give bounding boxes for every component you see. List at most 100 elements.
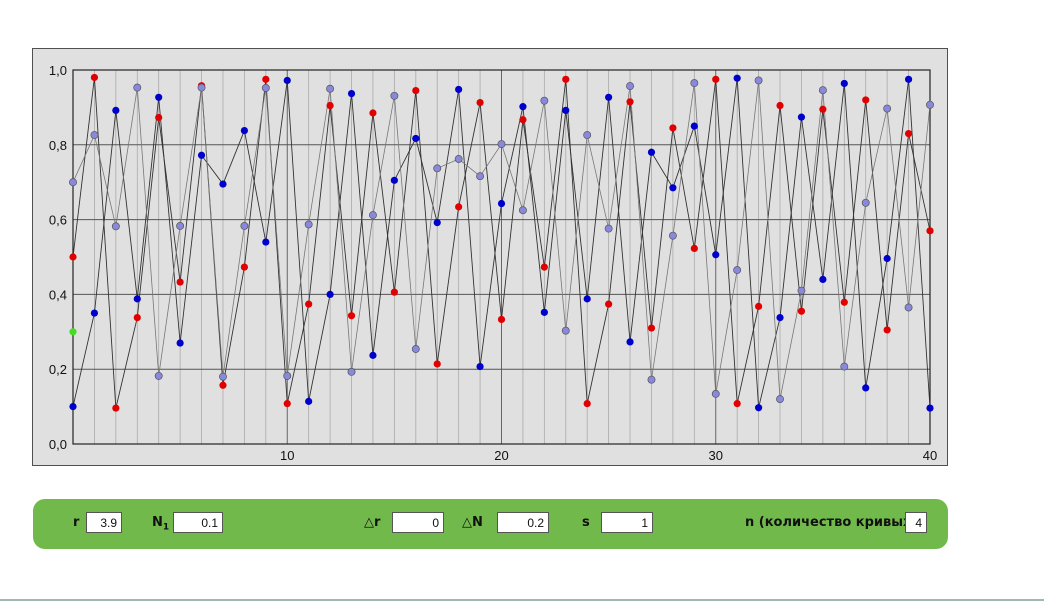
data-point-light [347, 367, 356, 376]
data-point-blue [755, 404, 763, 412]
data-point-light [176, 222, 185, 230]
y-tick-label: 1,0 [49, 63, 67, 78]
data-point-light [390, 91, 399, 100]
data-point-light [283, 371, 292, 380]
data-point-light [454, 155, 463, 163]
data-point-light [411, 345, 420, 353]
data-point-red [562, 75, 570, 83]
data-point-blue [262, 238, 270, 246]
data-point-light [433, 164, 442, 173]
data-point-light [647, 375, 656, 384]
y-tick-label: 0,8 [49, 138, 67, 153]
data-point-blue [797, 113, 806, 121]
data-point-blue [476, 362, 484, 371]
data-point-red [155, 113, 163, 122]
data-point-blue [819, 275, 827, 284]
data-point-red [690, 244, 698, 252]
data-point-light [733, 266, 742, 275]
data-point-light [261, 84, 270, 92]
data-point-red [347, 312, 356, 320]
data-point-red [90, 73, 99, 82]
data-point-light [326, 84, 335, 93]
data-point-red [583, 400, 591, 408]
data-point-blue [219, 180, 227, 188]
data-point-blue [583, 295, 591, 303]
data-point-red [840, 298, 848, 306]
data-point-red [862, 96, 870, 104]
data-point-blue [347, 89, 356, 98]
data-point-red [926, 227, 934, 235]
data-point-blue [904, 75, 913, 83]
data-point-red [262, 75, 270, 83]
data-point-blue [712, 251, 720, 259]
x-tick-label: 20 [494, 448, 508, 463]
data-point-blue [369, 351, 377, 359]
chart-plot: 0,0 0,2 0,4 0,6 0,8 1,0 10 20 30 40 [49, 63, 937, 463]
data-point-red [540, 263, 548, 271]
data-point-red [326, 101, 334, 110]
data-point-light [540, 96, 549, 105]
data-point-red [733, 400, 741, 408]
data-point-red [455, 203, 463, 211]
data-point-light [69, 178, 77, 187]
data-point-blue [883, 254, 891, 263]
data-point-light [304, 220, 313, 229]
data-point-light [668, 231, 677, 240]
data-point-blue [647, 148, 656, 156]
delta-n-input[interactable] [497, 512, 549, 533]
data-point-light [818, 86, 827, 95]
data-point-light [369, 211, 377, 220]
data-point-light [111, 222, 120, 231]
s-label: s [582, 515, 590, 530]
data-point-blue [926, 404, 934, 412]
data-point-light [240, 222, 249, 230]
data-point-red [605, 300, 613, 308]
data-point-blue [90, 309, 99, 317]
data-point-light [626, 82, 635, 91]
y-tick-label: 0,4 [49, 287, 67, 302]
x-tick-label: 40 [923, 448, 937, 463]
data-point-light [797, 286, 806, 295]
delta-n-label: △N [462, 515, 483, 530]
data-point-blue [690, 122, 698, 130]
data-point-red [369, 109, 377, 117]
data-point-red [883, 326, 891, 334]
data-point-blue [626, 338, 634, 346]
y-tick-label: 0,6 [49, 213, 67, 228]
delta-r-input[interactable] [392, 512, 444, 533]
data-point-blue [562, 106, 570, 114]
data-point-light [776, 395, 784, 404]
data-point-light [133, 83, 142, 92]
data-point-light [583, 131, 592, 140]
x-tick-label: 30 [709, 448, 723, 463]
data-point-light [754, 76, 763, 85]
n1-label: N1 [152, 515, 169, 533]
data-point-light [497, 140, 506, 149]
data-point-red [497, 315, 506, 324]
data-point-red [305, 300, 313, 308]
data-point-red [476, 98, 484, 107]
data-point-blue [840, 79, 848, 88]
data-point-red [626, 98, 634, 106]
n1-input[interactable] [173, 512, 223, 533]
data-point-blue [69, 403, 77, 411]
data-point-red [176, 278, 184, 286]
s-input[interactable] [601, 512, 653, 533]
data-point-light [840, 362, 849, 371]
r-input[interactable] [86, 512, 122, 533]
controls-panel: r N1 △r △N s n (количество кривых): [33, 499, 948, 549]
data-point-blue [519, 103, 527, 111]
data-point-blue [283, 76, 291, 85]
data-point-blue [605, 93, 613, 101]
data-point-blue [390, 176, 398, 184]
data-point-blue [412, 134, 420, 143]
data-point-blue [455, 85, 463, 94]
data-point-light [604, 224, 613, 233]
n-curves-input[interactable] [905, 512, 927, 533]
data-point-red [712, 75, 720, 83]
data-point-light [219, 372, 227, 381]
data-point-blue [155, 93, 163, 101]
data-point-light [561, 326, 570, 335]
data-point-blue [197, 151, 206, 159]
data-point-blue [133, 295, 141, 303]
